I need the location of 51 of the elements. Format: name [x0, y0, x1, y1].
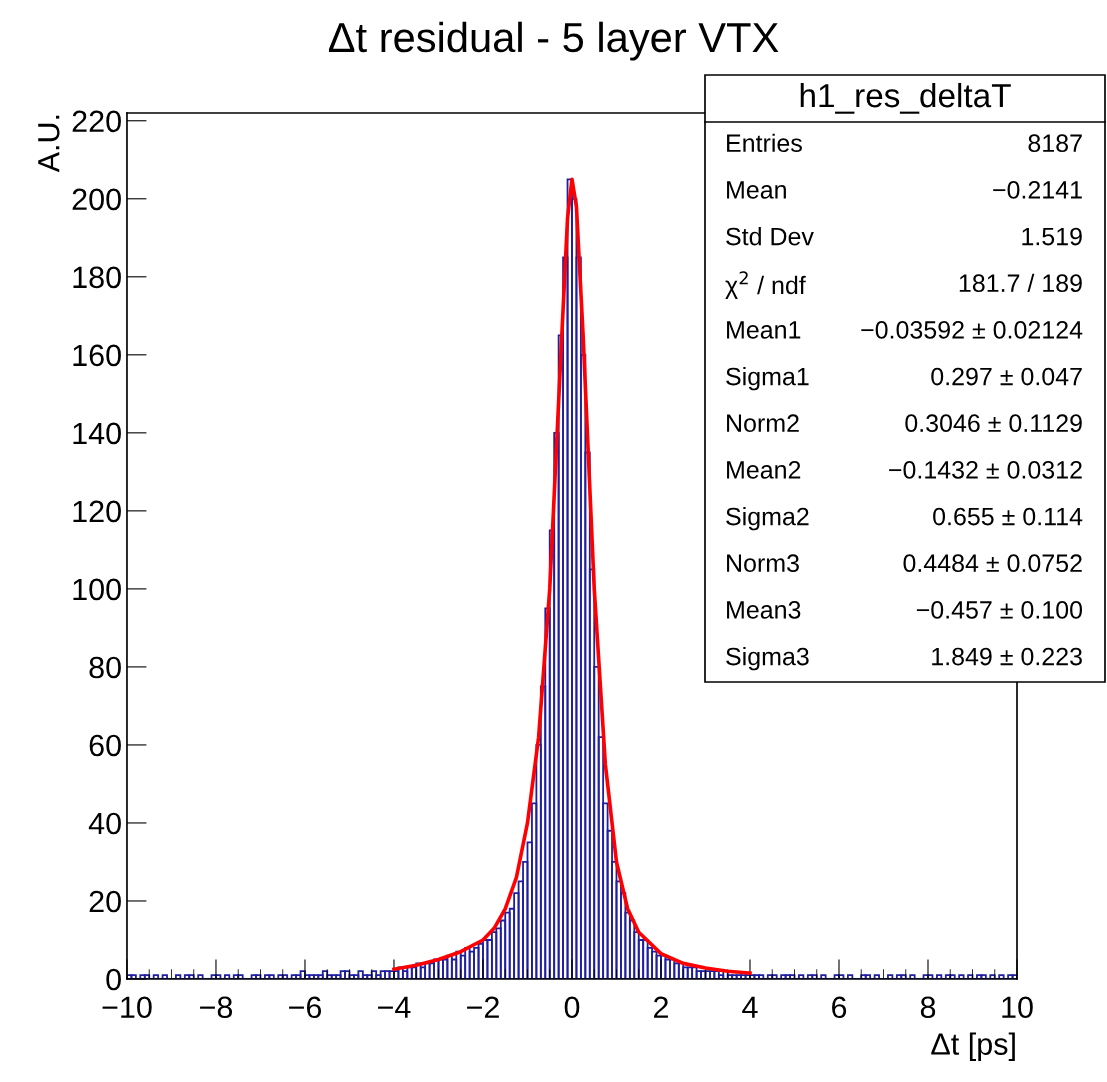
annotation: −0.2141	[993, 181, 1082, 199]
y-tick-label: 140	[73, 422, 121, 445]
x-axis-title: Δt [ps]	[931, 1032, 1015, 1061]
annotation: 0.4484 ± 0.0752	[903, 554, 1082, 573]
annotation: 0.655 ± 0.114	[933, 507, 1083, 526]
x-tick-label: 10	[1002, 996, 1033, 1019]
y-tick-label: 60	[89, 734, 121, 757]
text: 1.519	[1022, 227, 1082, 246]
x-tick-label: 2	[654, 996, 668, 1018]
x-tick-label: 8	[920, 996, 936, 1019]
annotation: 0.297 ± 0.047	[931, 367, 1082, 386]
annotation: χ$^{2}$ / ndf	[725, 271, 806, 300]
y-tick-label: 80	[89, 656, 121, 679]
y-tick-label: 180	[73, 266, 121, 289]
annotation: Mean2	[727, 461, 801, 479]
text: 8187	[1028, 134, 1082, 153]
y-tick-label: 100	[73, 578, 121, 601]
annotation: 0.3046 ± 0.1129	[905, 414, 1082, 433]
annotation: Sigma2	[726, 507, 809, 531]
x-tick-label: 6	[832, 996, 847, 1019]
annotation: Entries	[727, 133, 802, 153]
annotation: Norm2	[727, 414, 799, 433]
y-axis-title: A.U.	[38, 115, 60, 173]
y-tick-label: 160	[73, 344, 121, 367]
y-tick-label: 200	[72, 188, 121, 211]
annotation: −0.1432 ± 0.0312	[889, 461, 1082, 479]
annotation: Mean1	[727, 321, 801, 339]
y-tick-label: 40	[88, 812, 121, 835]
chart-title: Δt residual - 5 layer VTX	[328, 21, 779, 61]
x-tick-label: −2	[467, 996, 499, 1018]
x-tick-label: 0	[564, 996, 580, 1019]
annotation: Sigma3	[726, 647, 809, 671]
annotation: Norm3	[727, 554, 799, 573]
x-tick-label: −10	[102, 996, 152, 1019]
annotation: Mean	[727, 181, 786, 199]
x-tick-label: −8	[200, 996, 233, 1019]
y-tick-label: 0	[106, 968, 121, 991]
annotation: −0.457 ± 0.100	[916, 601, 1083, 619]
x-tick-label: −6	[289, 996, 322, 1019]
annotation: h1_res_deltaT	[800, 82, 1011, 114]
x-tick-label: 4	[742, 996, 758, 1018]
annotation: Sigma1	[726, 367, 809, 391]
y-tick-label: 120	[73, 500, 121, 523]
y-tick-label: 20	[89, 890, 121, 913]
x-tick-label: −4	[378, 996, 411, 1018]
y-tick-label: 220	[72, 110, 121, 133]
annotation: 1.849 ± 0.223	[932, 647, 1082, 666]
annotation: 181.7 / 189	[959, 273, 1082, 293]
annotation: −0.03592 ± 0.02124	[861, 321, 1083, 339]
annotation: Mean3	[727, 601, 801, 619]
annotation: Std Dev	[726, 227, 814, 246]
